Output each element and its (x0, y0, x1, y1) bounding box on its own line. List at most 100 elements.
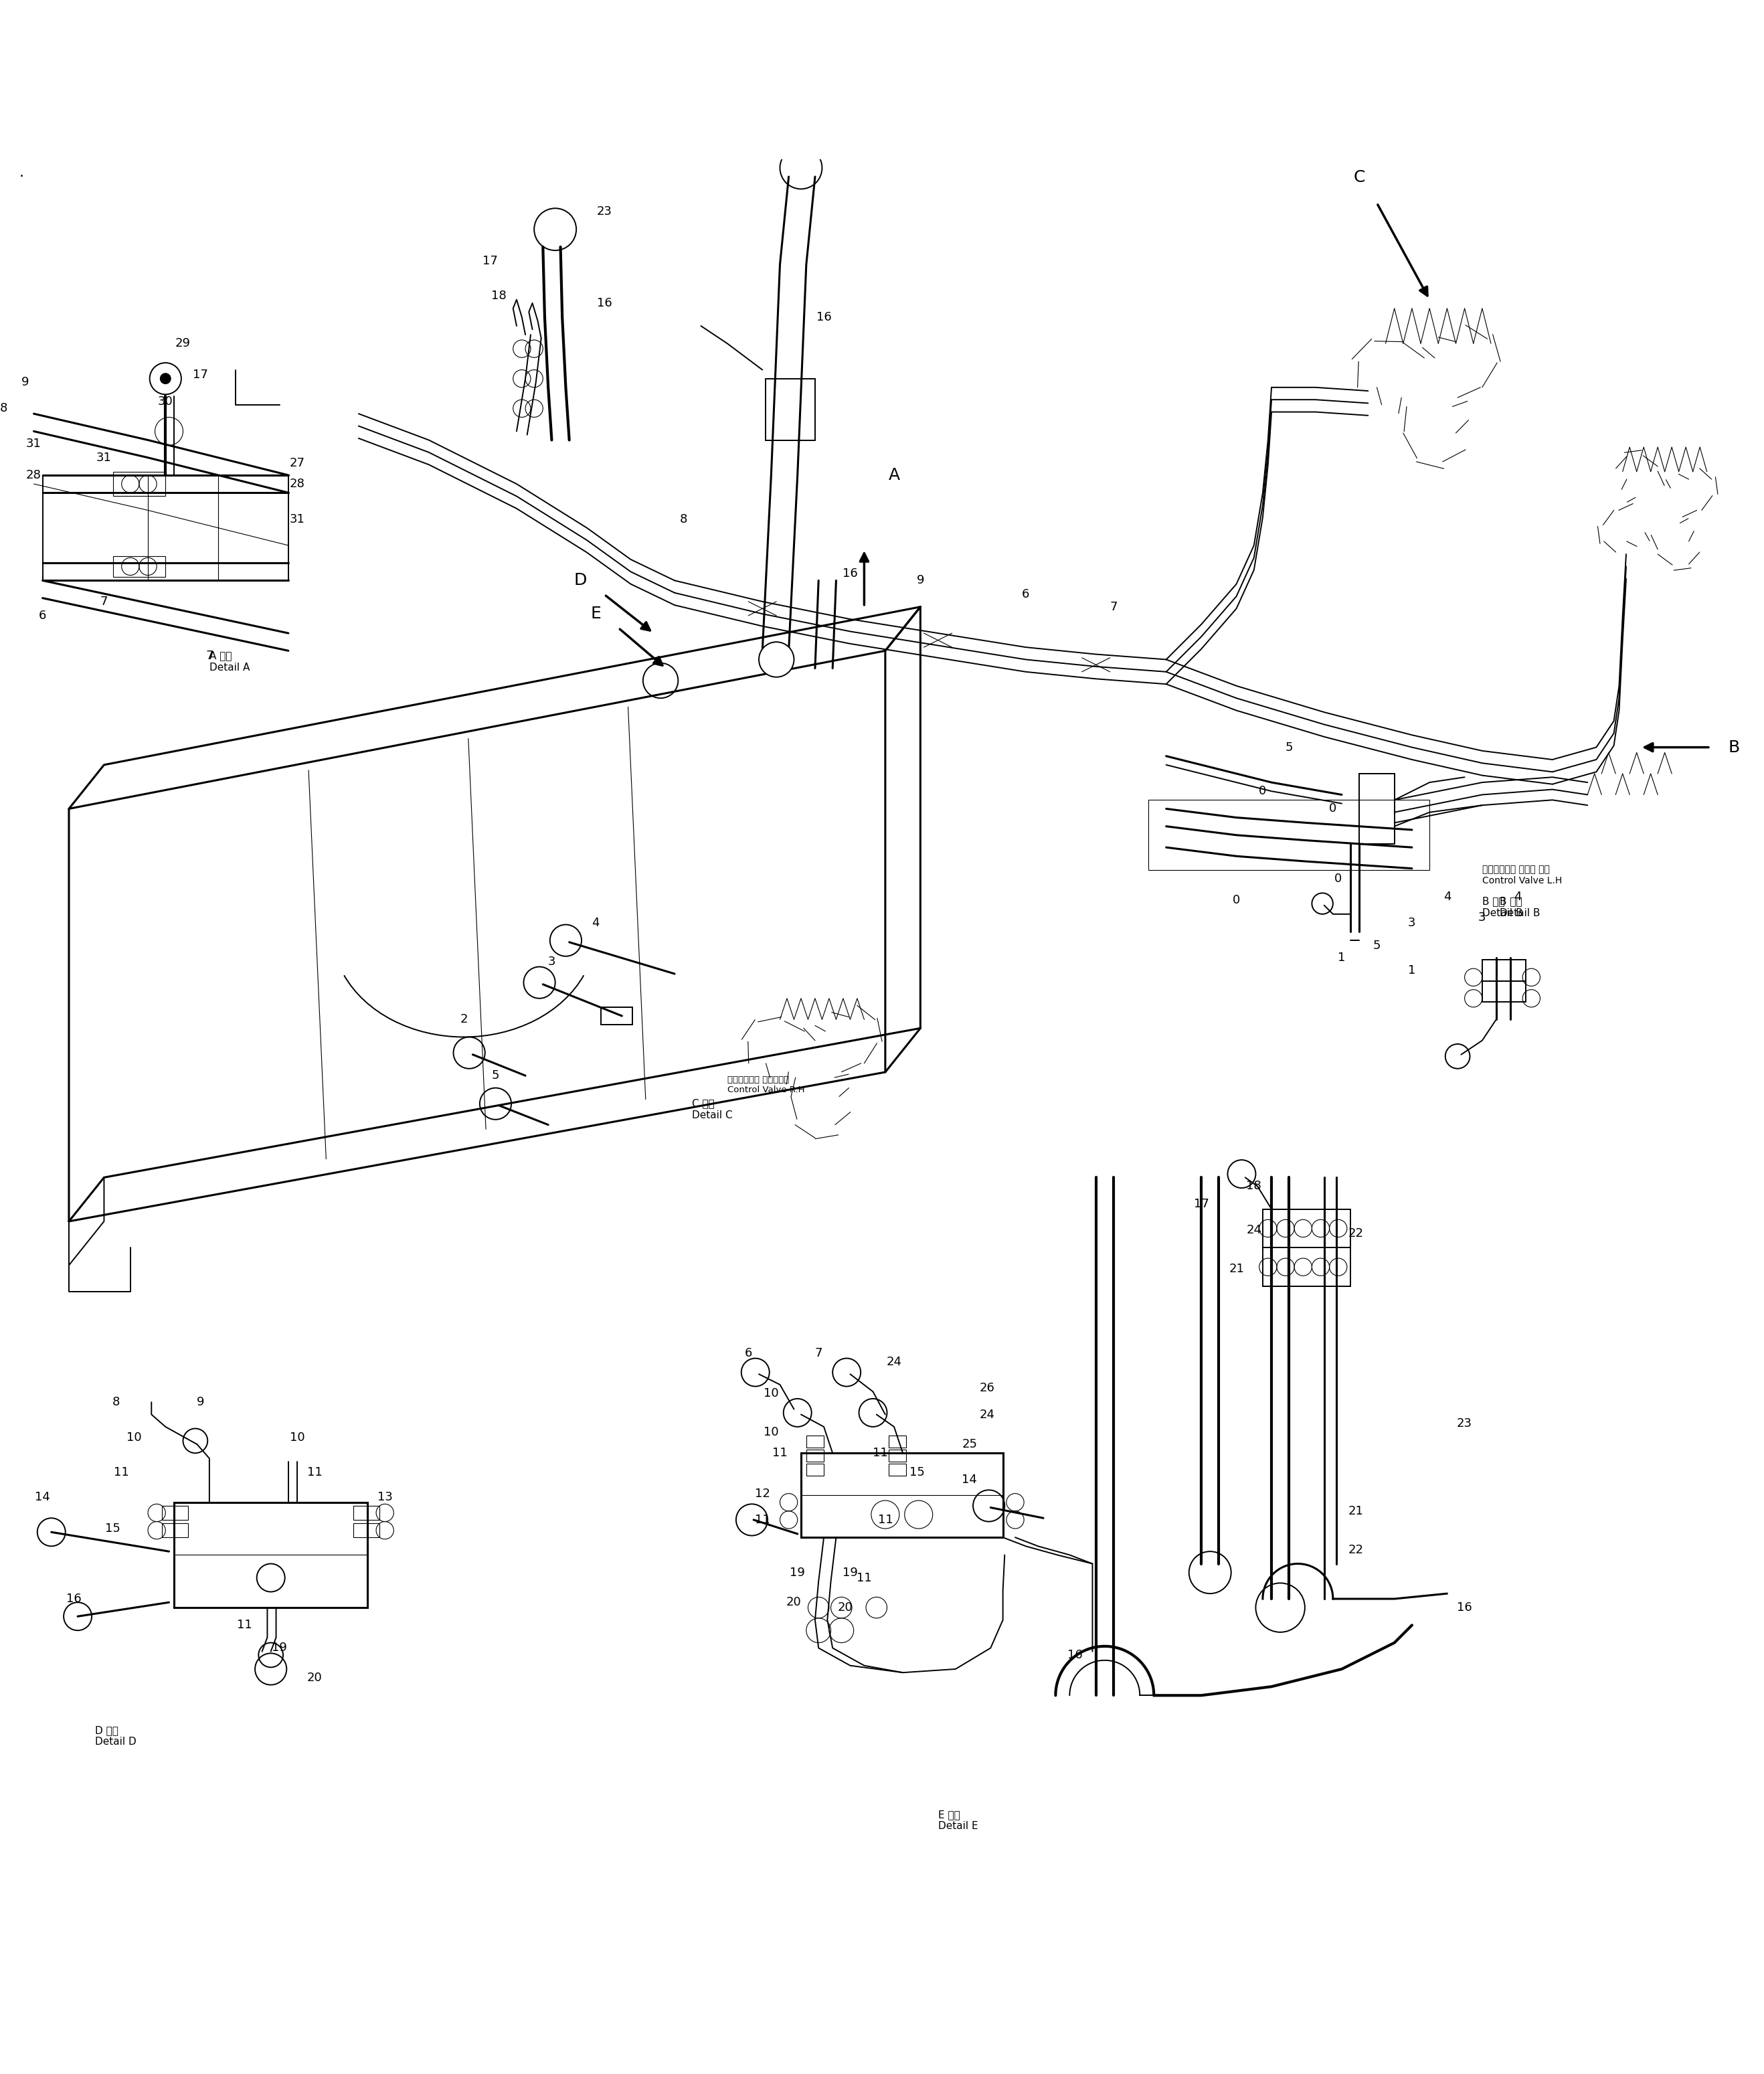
Text: 24: 24 (979, 1408, 995, 1421)
Bar (175, 1502, 367, 1607)
Bar (113, 556, 166, 577)
Text: B 詳細
Detail B: B 詳細 Detail B (1499, 896, 1540, 919)
Bar (1263, 1249, 1351, 1286)
Text: 11: 11 (857, 1572, 871, 1585)
Text: 22: 22 (1348, 1543, 1364, 1556)
Bar (602, 1008, 633, 1025)
Bar (801, 1454, 1004, 1537)
Text: D 詳細
Detail D: D 詳細 Detail D (95, 1726, 136, 1746)
Text: 20: 20 (787, 1597, 801, 1607)
Text: 22: 22 (1348, 1228, 1364, 1240)
Bar (1263, 1209, 1351, 1249)
Bar (1482, 981, 1526, 1002)
Bar (806, 1450, 824, 1462)
Text: 31: 31 (289, 512, 305, 525)
Circle shape (161, 373, 171, 384)
Text: 1: 1 (1408, 964, 1416, 977)
Text: 7: 7 (206, 649, 213, 662)
Text: 11: 11 (873, 1448, 887, 1460)
Bar (806, 1464, 824, 1477)
Text: A: A (889, 467, 900, 483)
Text: 11: 11 (755, 1514, 771, 1526)
Text: 8: 8 (679, 512, 688, 525)
Text: B 詳細
Detail B: B 詳細 Detail B (1482, 896, 1522, 919)
Text: 9: 9 (917, 574, 924, 587)
Bar (353, 1506, 379, 1520)
Text: 10: 10 (289, 1431, 305, 1444)
Text: 11: 11 (115, 1466, 129, 1479)
Text: 19: 19 (272, 1643, 288, 1655)
Text: 8: 8 (0, 402, 7, 415)
Text: 10: 10 (764, 1427, 778, 1437)
Text: 16: 16 (843, 568, 857, 579)
Bar (162, 1522, 189, 1537)
Text: 30: 30 (157, 396, 173, 407)
Bar (113, 471, 166, 496)
Text: 7: 7 (101, 595, 108, 608)
Text: 1: 1 (1337, 952, 1346, 964)
Text: 20: 20 (307, 1672, 323, 1684)
Text: 0: 0 (1334, 873, 1342, 886)
Text: 16: 16 (1457, 1601, 1473, 1614)
Text: 4: 4 (591, 917, 600, 929)
Text: 5: 5 (1372, 940, 1381, 952)
Text: 9: 9 (21, 375, 28, 388)
Text: 3: 3 (1408, 917, 1416, 929)
Text: 7: 7 (815, 1346, 822, 1358)
Bar (353, 1522, 379, 1537)
Bar (1482, 960, 1526, 981)
Text: 20: 20 (838, 1601, 852, 1614)
Bar (766, 380, 815, 440)
Text: 14: 14 (35, 1491, 49, 1504)
Text: 13: 13 (377, 1491, 393, 1504)
Text: 27: 27 (289, 456, 305, 469)
Text: 10: 10 (764, 1388, 778, 1400)
Text: C 詳細
Detail C: C 詳細 Detail C (691, 1099, 732, 1120)
Text: 3: 3 (1478, 913, 1485, 923)
Text: 0: 0 (1259, 786, 1267, 796)
Bar (889, 1435, 907, 1448)
Text: 2: 2 (460, 1014, 467, 1025)
Text: 17: 17 (483, 255, 497, 268)
Text: 0: 0 (1330, 803, 1337, 815)
Text: 31: 31 (26, 438, 42, 450)
Text: 7: 7 (1110, 601, 1117, 614)
Text: 19: 19 (843, 1566, 857, 1578)
Text: 3: 3 (549, 956, 556, 969)
Text: B: B (1729, 738, 1739, 755)
Text: E: E (591, 606, 602, 622)
Text: 15: 15 (908, 1466, 924, 1479)
Text: 11: 11 (773, 1448, 787, 1460)
Text: コントロール バルブ 左側
Control Valve L.H: コントロール バルブ 左側 Control Valve L.H (1482, 865, 1561, 886)
Text: 12: 12 (755, 1487, 771, 1500)
Text: 4: 4 (1443, 890, 1452, 902)
Text: 31: 31 (97, 452, 111, 465)
Text: 5: 5 (1286, 740, 1293, 753)
Text: 16: 16 (817, 311, 831, 324)
Text: 19: 19 (790, 1566, 804, 1578)
Text: 16: 16 (596, 297, 612, 309)
Text: 14: 14 (961, 1473, 977, 1485)
Text: 17: 17 (1194, 1199, 1208, 1209)
Text: 21: 21 (1230, 1263, 1244, 1276)
Text: 24: 24 (1245, 1224, 1261, 1236)
Bar (162, 1506, 189, 1520)
Text: 29: 29 (175, 338, 191, 351)
Text: ·: · (19, 170, 25, 183)
Text: 9: 9 (198, 1396, 205, 1408)
Text: 16: 16 (1067, 1649, 1083, 1661)
Bar (1148, 801, 1429, 871)
Bar (889, 1450, 907, 1462)
Text: 6: 6 (39, 610, 46, 622)
Text: 28: 28 (26, 469, 42, 481)
Text: 23: 23 (596, 205, 612, 218)
Text: 5: 5 (492, 1070, 499, 1083)
Text: 6: 6 (1021, 589, 1030, 601)
Text: 11: 11 (307, 1466, 323, 1479)
Text: 15: 15 (106, 1522, 120, 1535)
Text: 11: 11 (236, 1620, 252, 1630)
Bar (1360, 774, 1394, 844)
Text: 17: 17 (192, 369, 208, 382)
Text: 11: 11 (878, 1514, 893, 1526)
Text: 10: 10 (127, 1431, 141, 1444)
